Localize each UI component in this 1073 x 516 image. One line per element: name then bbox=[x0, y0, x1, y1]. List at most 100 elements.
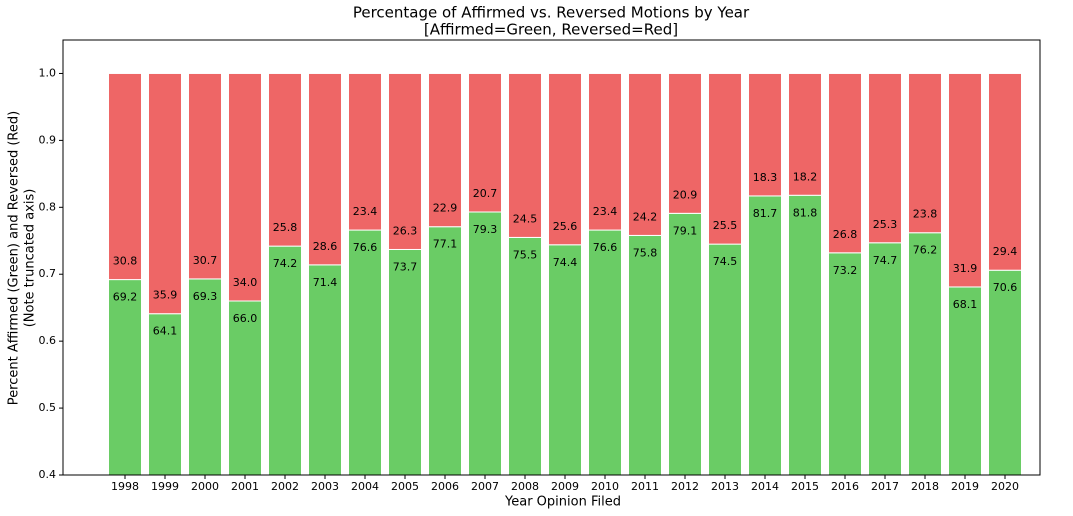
data-label: 25.3 bbox=[873, 218, 898, 231]
bar-segment bbox=[428, 72, 462, 228]
bar-segment bbox=[508, 236, 542, 476]
x-tick-label: 2001 bbox=[231, 480, 259, 493]
bar-segment bbox=[588, 229, 622, 476]
bar-segment bbox=[628, 234, 662, 476]
bar-segment bbox=[148, 313, 182, 476]
data-label: 69.3 bbox=[193, 290, 218, 303]
bar-segment bbox=[188, 72, 222, 280]
data-label: 81.8 bbox=[793, 206, 818, 219]
data-label: 74.5 bbox=[713, 255, 738, 268]
data-label: 76.2 bbox=[913, 244, 938, 257]
x-tick-label: 2019 bbox=[951, 480, 979, 493]
bar-segment bbox=[388, 248, 422, 476]
x-axis-label: Year Opinion Filed bbox=[504, 495, 621, 510]
bar-segment bbox=[628, 72, 662, 236]
bar-segment bbox=[228, 300, 262, 476]
bar-segment bbox=[788, 72, 822, 196]
x-tick-label: 2011 bbox=[631, 480, 659, 493]
bar-segment bbox=[828, 252, 862, 476]
data-label: 68.1 bbox=[953, 298, 978, 311]
x-tick-label: 2008 bbox=[511, 480, 539, 493]
x-tick-label: 2020 bbox=[991, 480, 1019, 493]
data-label: 79.1 bbox=[673, 224, 698, 237]
data-label: 73.7 bbox=[393, 260, 418, 273]
bar-segment bbox=[748, 195, 782, 476]
y-axis-note: (Note truncated axis) bbox=[23, 189, 38, 328]
plot-frame bbox=[62, 39, 1041, 476]
data-label: 24.5 bbox=[513, 212, 538, 225]
y-tick-label: 1.0 bbox=[39, 66, 57, 79]
x-tick-label: 2018 bbox=[911, 480, 939, 493]
data-label: 64.1 bbox=[153, 325, 178, 338]
x-tick-label: 1999 bbox=[151, 480, 179, 493]
bar-segment bbox=[228, 72, 262, 302]
bar-segment bbox=[548, 72, 582, 246]
bar-segment bbox=[308, 264, 342, 476]
data-label: 76.6 bbox=[593, 241, 618, 254]
data-label: 24.2 bbox=[633, 210, 658, 223]
data-label: 18.3 bbox=[753, 171, 778, 184]
data-label: 31.9 bbox=[953, 262, 978, 275]
bar-segment bbox=[908, 232, 942, 476]
bar-segment bbox=[668, 212, 702, 476]
data-label: 79.3 bbox=[473, 223, 498, 236]
data-label: 26.8 bbox=[833, 228, 858, 241]
data-label: 23.4 bbox=[353, 205, 378, 218]
data-label: 81.7 bbox=[753, 207, 778, 220]
x-tick-label: 2009 bbox=[551, 480, 579, 493]
data-label: 25.8 bbox=[273, 221, 298, 234]
bar-segment bbox=[348, 72, 382, 231]
bar-segment bbox=[988, 72, 1022, 271]
x-tick-label: 2013 bbox=[711, 480, 739, 493]
data-label: 77.1 bbox=[433, 238, 458, 251]
x-tick-label: 2012 bbox=[671, 480, 699, 493]
bar-segment bbox=[508, 72, 542, 238]
data-label: 18.2 bbox=[793, 170, 818, 183]
bar-segment bbox=[108, 72, 142, 281]
x-tick-label: 1998 bbox=[111, 480, 139, 493]
data-label: 35.9 bbox=[153, 289, 178, 302]
data-label: 28.6 bbox=[313, 240, 338, 253]
bar-segment bbox=[428, 226, 462, 476]
bar-segment bbox=[108, 279, 142, 476]
bar-segment bbox=[908, 72, 942, 234]
bar-segment bbox=[268, 245, 302, 476]
data-label: 26.3 bbox=[393, 224, 418, 237]
data-label: 23.8 bbox=[913, 208, 938, 221]
y-tick-label: 0.6 bbox=[39, 334, 57, 347]
bar-segment bbox=[668, 72, 702, 214]
chart-title: Percentage of Affirmed vs. Reversed Moti… bbox=[353, 4, 750, 22]
bar-segment bbox=[788, 194, 822, 476]
y-tick-label: 0.4 bbox=[39, 468, 57, 481]
data-label: 20.9 bbox=[673, 188, 698, 201]
x-tick-label: 2005 bbox=[391, 480, 419, 493]
x-tick-label: 2003 bbox=[311, 480, 339, 493]
bar-segment bbox=[548, 244, 582, 476]
bar-segment bbox=[148, 72, 182, 315]
bar-segment bbox=[468, 72, 502, 213]
data-label: 75.5 bbox=[513, 248, 538, 261]
bar-segment bbox=[828, 72, 862, 254]
data-label: 20.7 bbox=[473, 187, 498, 200]
bar-segment bbox=[388, 72, 422, 250]
data-label: 25.6 bbox=[553, 220, 578, 233]
data-label: 73.2 bbox=[833, 264, 858, 277]
data-label: 34.0 bbox=[233, 276, 258, 289]
bar-segment bbox=[708, 72, 742, 245]
data-label: 69.2 bbox=[113, 291, 138, 304]
bar-segment bbox=[868, 242, 902, 476]
x-tick-label: 2016 bbox=[831, 480, 859, 493]
bar-segment bbox=[708, 243, 742, 476]
data-label: 74.2 bbox=[273, 257, 298, 270]
data-label: 30.8 bbox=[113, 255, 138, 268]
bar-segment bbox=[948, 286, 982, 476]
data-label: 66.0 bbox=[233, 312, 258, 325]
x-tick-label: 2000 bbox=[191, 480, 219, 493]
data-label: 29.4 bbox=[993, 245, 1018, 258]
bar-segment bbox=[588, 72, 622, 231]
x-tick-label: 2002 bbox=[271, 480, 299, 493]
bar-segment bbox=[188, 278, 222, 476]
x-tick-label: 2006 bbox=[431, 480, 459, 493]
y-tick-label: 0.5 bbox=[39, 401, 57, 414]
